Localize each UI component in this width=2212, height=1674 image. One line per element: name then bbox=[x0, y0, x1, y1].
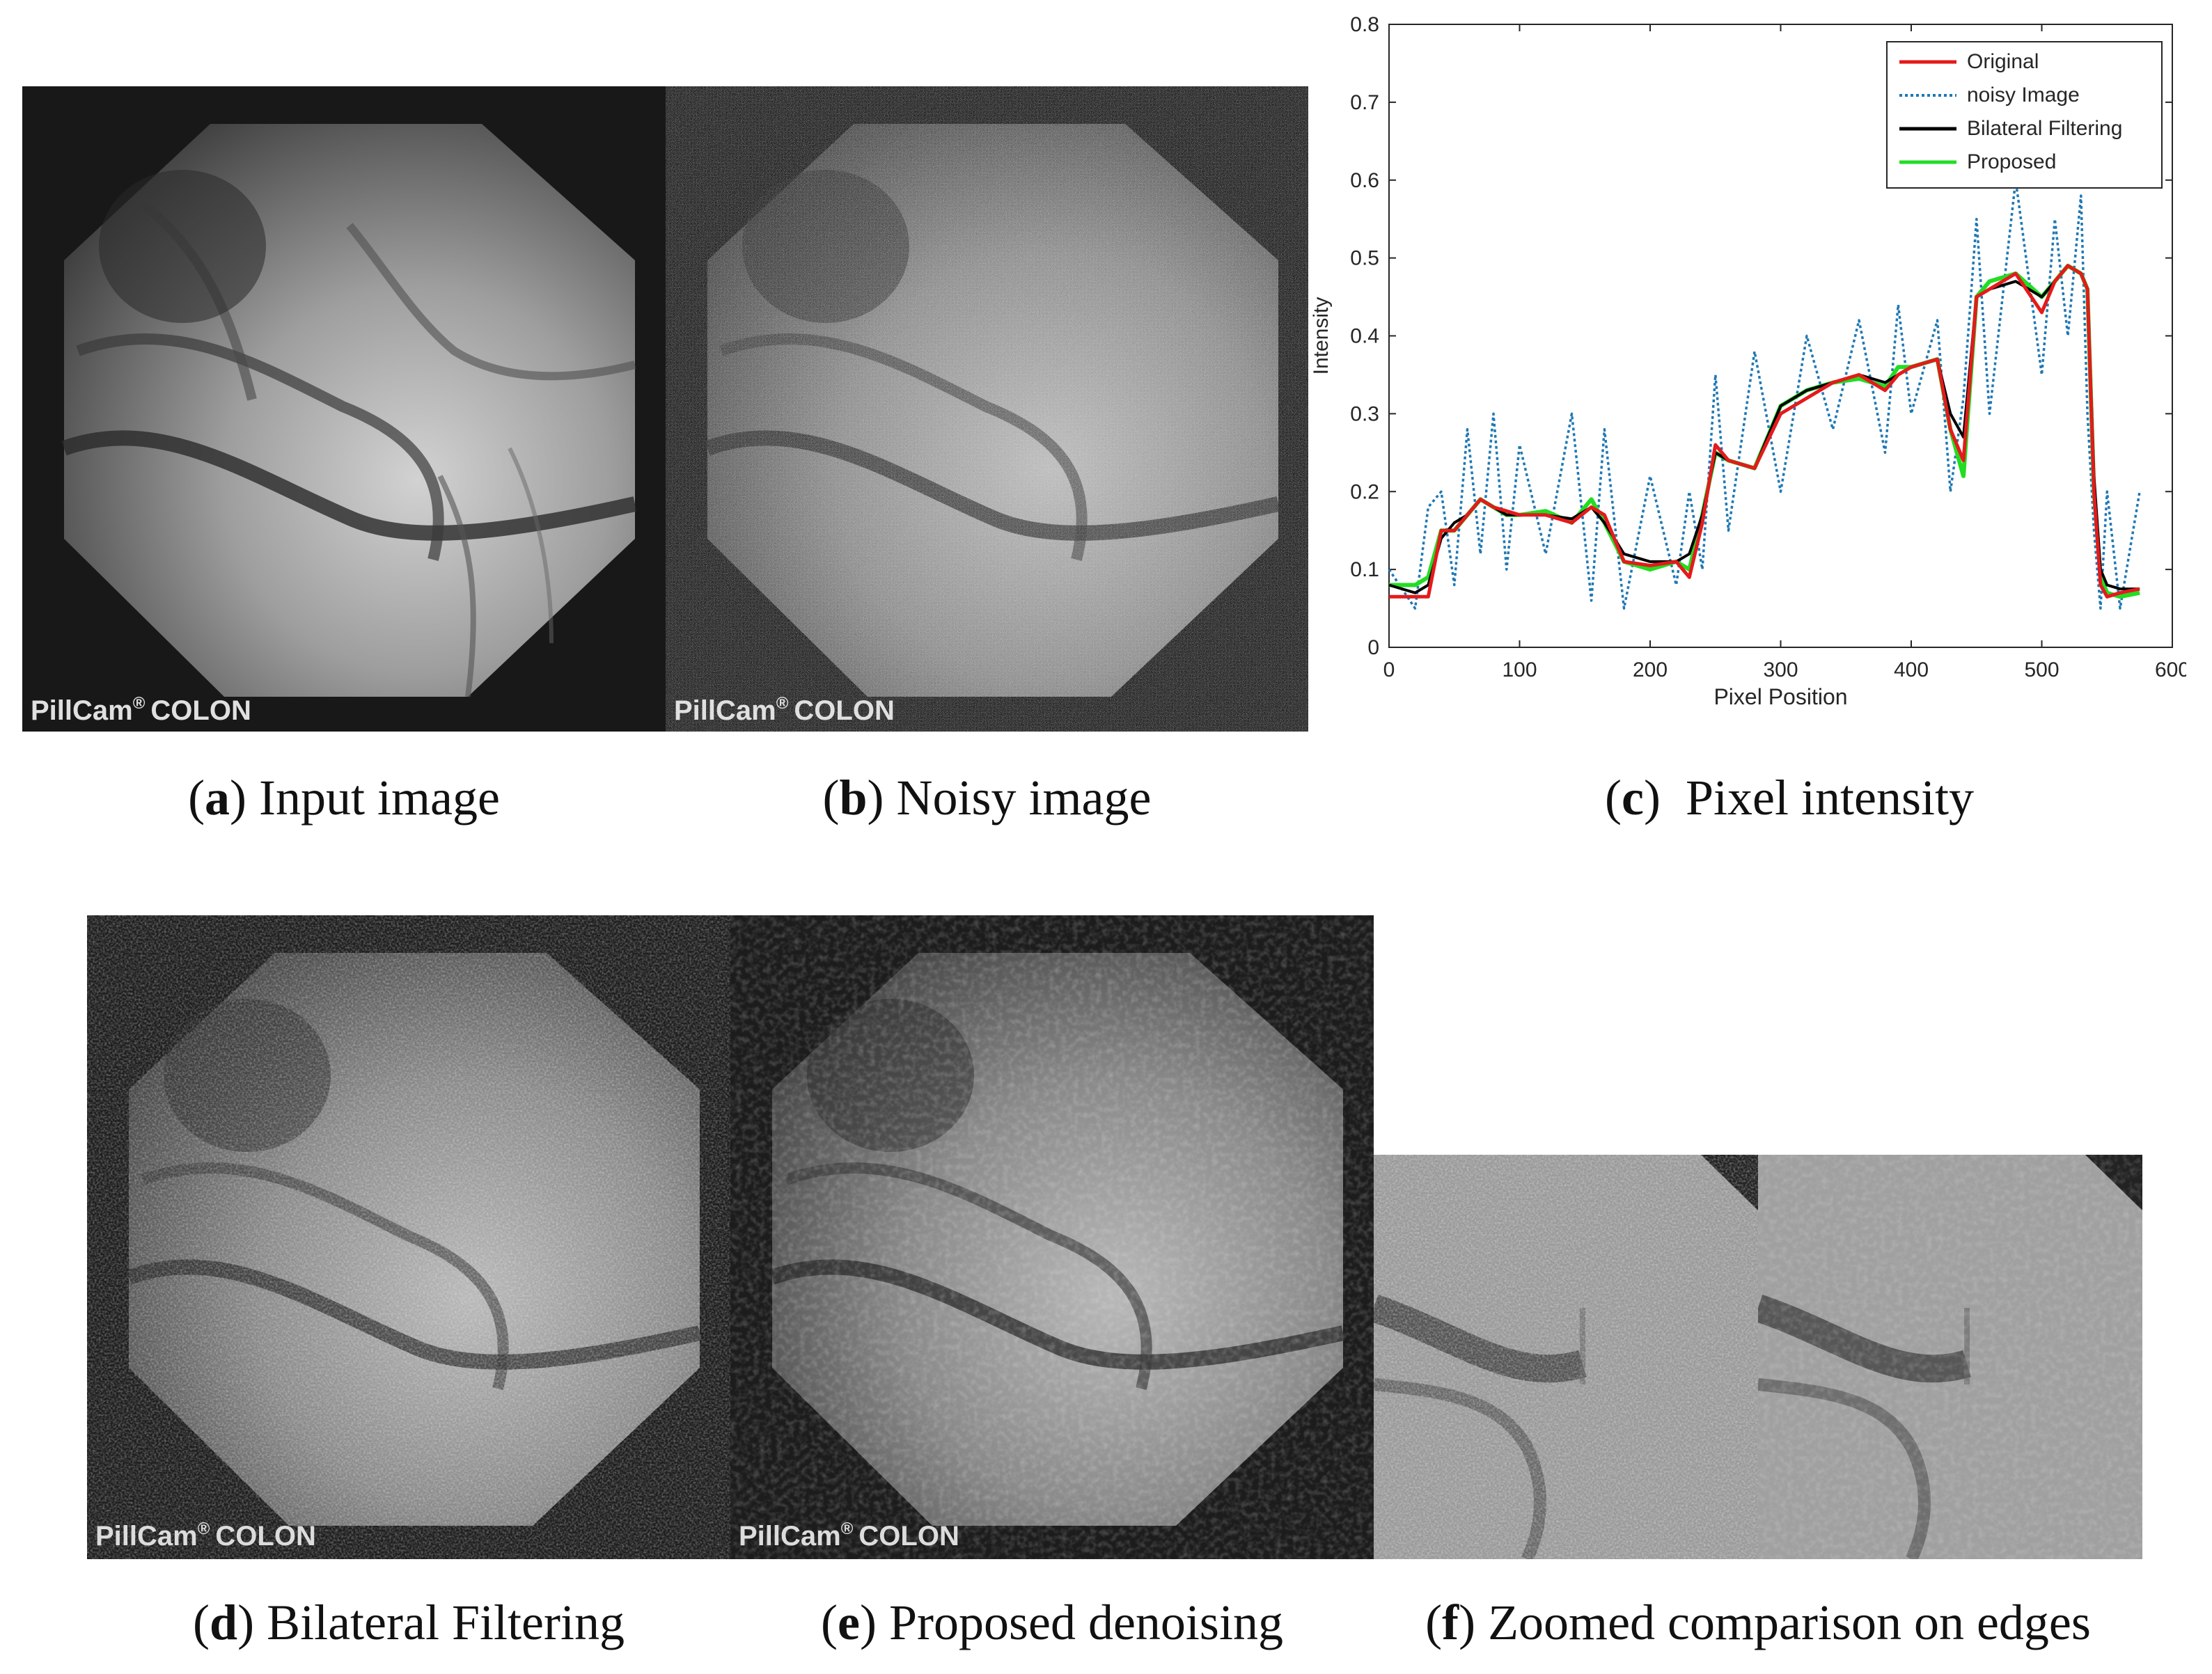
intensity-chart: 0 100 200 300 400 500 600 0 0.1 0.2 0.3 0.4 0.5 0.6 0.… bbox=[1310, 13, 2186, 709]
caption-f: (f) Zoomed comparison on edges bbox=[1425, 1595, 2091, 1650]
x-axis-label: Pixel Position bbox=[1713, 684, 1847, 709]
x-tick-label: 100 bbox=[1502, 658, 1537, 681]
series-line-original bbox=[1389, 264, 2140, 599]
series-line-noisy-image bbox=[1388, 179, 2141, 610]
y-tick-label: 0.1 bbox=[1350, 558, 1379, 581]
x-tick-label: 200 bbox=[1633, 658, 1668, 681]
y-tick-label: 0.4 bbox=[1350, 325, 1379, 348]
y-tick-label: 0.8 bbox=[1350, 13, 1379, 36]
y-tick-label: 0.7 bbox=[1350, 91, 1379, 114]
legend-entry: Original bbox=[1967, 50, 2039, 73]
panel-c-pixel-intensity-chart: 0 100 200 300 400 500 600 0 0.1 0.2 0.3 0.4 0.5 0.6 0.… bbox=[1309, 0, 2186, 738]
y-tick-label: 0.3 bbox=[1350, 402, 1379, 425]
panel-f-zoom-proposed bbox=[1758, 1155, 2142, 1559]
caption-b: (b) Noisy image bbox=[822, 770, 1152, 826]
endoscopy-image-proposed: PillCam® COLON bbox=[730, 915, 1374, 1559]
zoom-image-bilateral bbox=[1374, 1155, 1758, 1559]
caption-c: (c) Pixel intensity bbox=[1605, 770, 1974, 826]
caption-d: (d) Bilateral Filtering bbox=[193, 1595, 625, 1650]
endoscopy-image-noisy: PillCam® COLON bbox=[666, 86, 1308, 732]
panel-f-zoom-bilateral bbox=[1374, 1155, 1758, 1559]
y-tick-label: 0.5 bbox=[1350, 247, 1379, 270]
watermark-b: PillCam® COLON bbox=[674, 694, 895, 726]
y-tick-label: 0.6 bbox=[1350, 169, 1379, 192]
caption-e: (e) Proposed denoising bbox=[821, 1595, 1283, 1650]
x-tick-label: 600 bbox=[2155, 658, 2186, 681]
x-tick-label: 0 bbox=[1383, 658, 1395, 681]
endoscopy-image-bilateral: PillCam® COLON bbox=[87, 915, 730, 1559]
caption-a: (a) Input image bbox=[188, 770, 500, 826]
watermark-a: PillCam® COLON bbox=[31, 694, 251, 726]
x-tick-label: 300 bbox=[1763, 658, 1798, 681]
zoom-image-proposed bbox=[1758, 1155, 2142, 1559]
y-tick-label: 0.2 bbox=[1350, 480, 1379, 503]
y-tick-label: 0 bbox=[1367, 636, 1379, 659]
legend: Original noisy Image Bilateral Filtering Pr… bbox=[1886, 41, 2163, 189]
y-axis-label: Intensity bbox=[1310, 297, 1333, 375]
legend-entry: Bilateral Filtering bbox=[1967, 117, 2122, 140]
x-tick-label: 400 bbox=[1894, 658, 1929, 681]
panel-b-noisy-image: PillCam® COLON bbox=[666, 86, 1308, 732]
endoscopy-image-input: PillCam® COLON bbox=[22, 86, 666, 732]
panel-e-proposed-denoising: PillCam® COLON bbox=[730, 915, 1374, 1559]
legend-entry: Proposed bbox=[1967, 150, 2056, 173]
panel-a-input-image: PillCam® COLON bbox=[22, 86, 666, 732]
watermark-d: PillCam® COLON bbox=[95, 1519, 316, 1551]
panel-d-bilateral-filtering: PillCam® COLON bbox=[87, 915, 730, 1559]
watermark-e: PillCam® COLON bbox=[739, 1519, 959, 1551]
legend-entry: noisy Image bbox=[1967, 84, 2080, 106]
x-tick-label: 500 bbox=[2024, 658, 2059, 681]
